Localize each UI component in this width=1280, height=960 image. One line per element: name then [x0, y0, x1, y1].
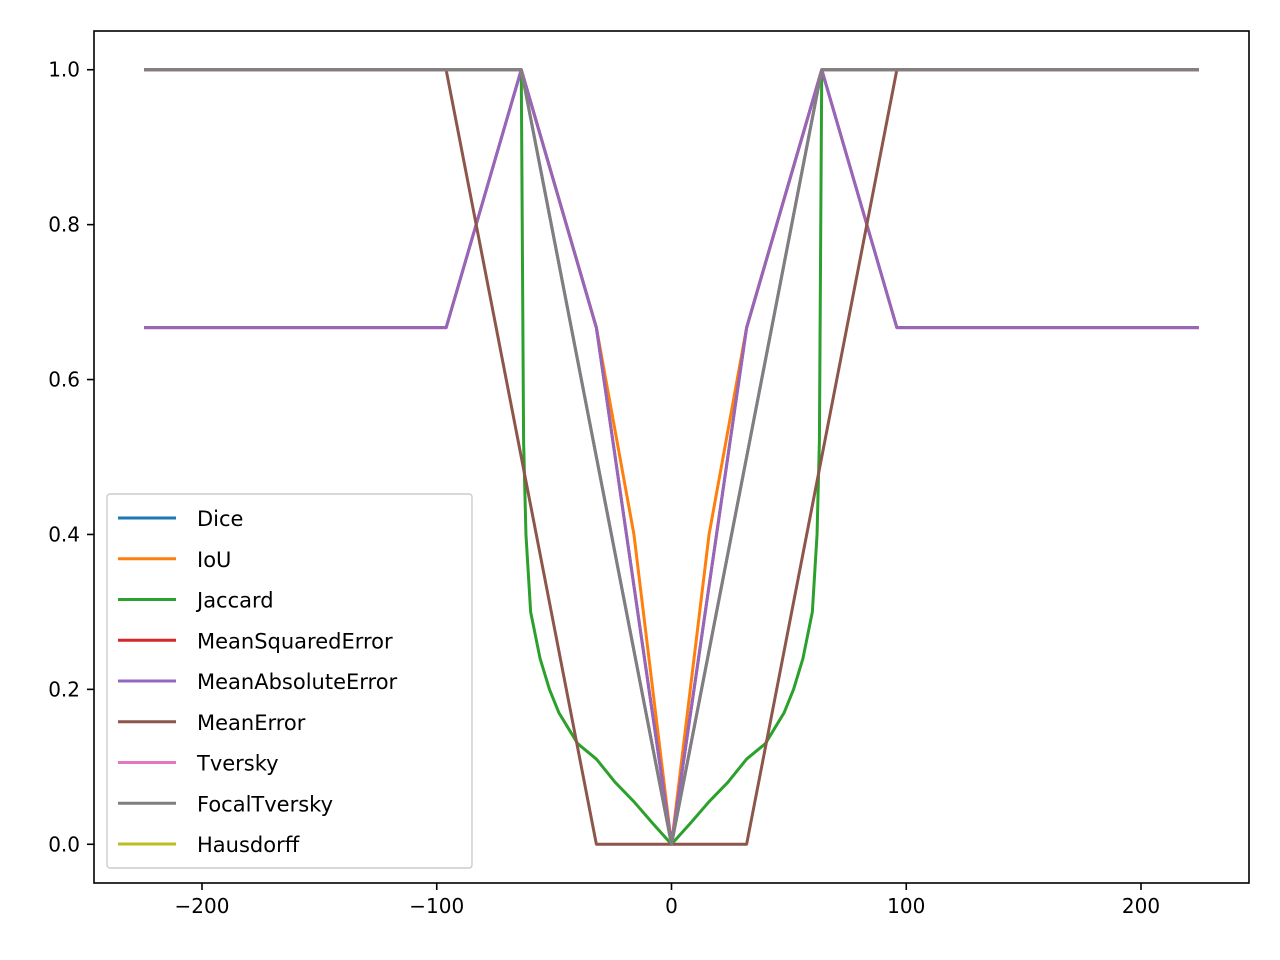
x-tick-label: 100 — [887, 894, 925, 918]
legend-label: Dice — [197, 507, 243, 531]
y-tick-label: 1.0 — [48, 58, 80, 82]
y-tick-label: 0.2 — [48, 677, 80, 701]
y-tick-label: 0.4 — [48, 522, 80, 546]
legend-label: IoU — [197, 548, 231, 572]
x-tick-label: 0 — [665, 894, 678, 918]
y-tick-label: 0.8 — [48, 213, 80, 237]
series-line-focaltversky — [144, 68, 1199, 846]
legend-label: FocalTversky — [197, 792, 333, 816]
legend-label: MeanSquaredError — [197, 629, 393, 653]
legend-label: MeanError — [197, 711, 306, 735]
series-layer — [144, 68, 1199, 846]
y-tick-label: 0.6 — [48, 368, 80, 392]
x-tick-label: −100 — [409, 894, 464, 918]
x-tick-label: 200 — [1122, 894, 1160, 918]
x-axis: −200 −100 0 100 200 — [175, 883, 1160, 918]
legend-label: Jaccard — [195, 589, 274, 613]
x-tick-label: −200 — [175, 894, 230, 918]
legend: Dice IoU Jaccard MeanSquaredError MeanAbsolu… — [106, 493, 473, 869]
legend-box — [106, 493, 473, 869]
y-tick-label: 0.0 — [48, 832, 80, 856]
legend-label: Hausdorff — [197, 833, 300, 857]
y-axis: 0.0 0.2 0.4 0.6 0.8 1.0 — [48, 58, 94, 856]
legend-label: MeanAbsoluteError — [197, 670, 398, 694]
legend-label: Tversky — [196, 752, 279, 776]
